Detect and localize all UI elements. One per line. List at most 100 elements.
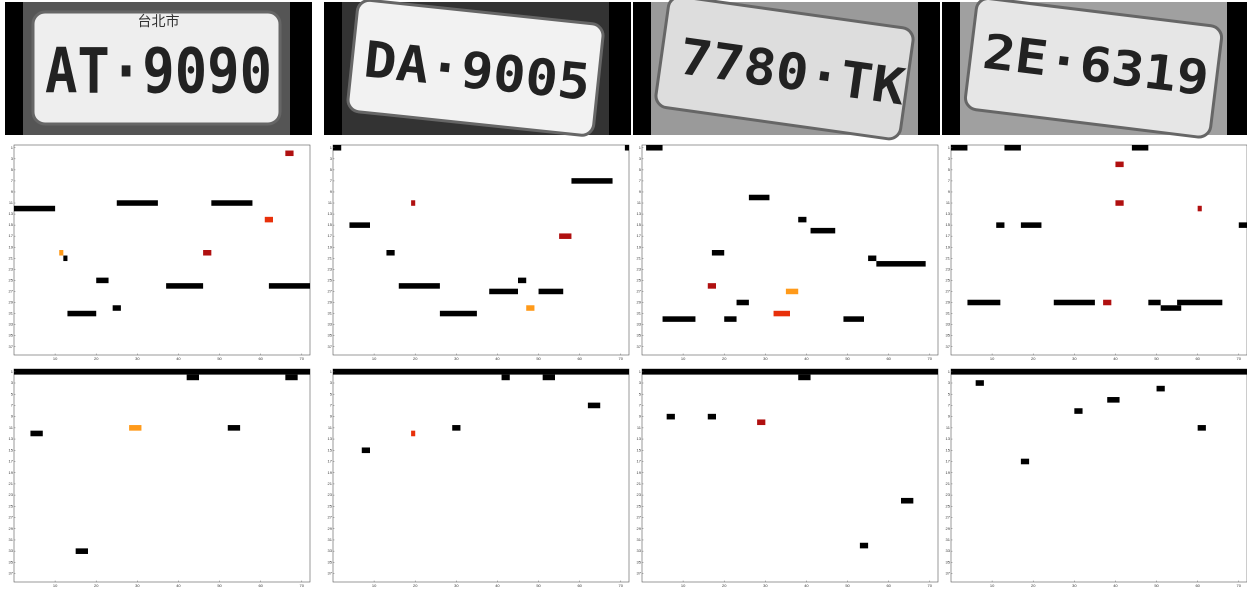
plate-image: DA·9005 — [324, 0, 631, 137]
y-tick-label: 21 — [946, 255, 951, 260]
heat-cell — [559, 233, 572, 239]
x-tick-label: 20 — [413, 356, 418, 361]
y-tick-label: 35 — [637, 333, 642, 338]
y-tick-label: 11 — [9, 425, 14, 430]
x-tick-label: 20 — [722, 356, 727, 361]
plate-body — [654, 0, 915, 141]
y-tick-label: 17 — [9, 459, 14, 464]
plate: 7780·TK — [654, 0, 915, 141]
x-tick-label: 60 — [1195, 356, 1200, 361]
heat-cell — [1004, 145, 1021, 151]
y-tick-label: 15 — [946, 447, 951, 452]
heat-cell — [810, 227, 836, 234]
plate-image: 台北市 AT·9090 — [5, 2, 312, 135]
x-tick-label: 50 — [536, 583, 541, 588]
y-tick-label: 23 — [328, 492, 333, 497]
y-tick-label: 11 — [328, 425, 333, 430]
y-tick-label: 15 — [9, 222, 14, 227]
plate-body — [346, 0, 605, 137]
heat-cell — [14, 205, 56, 212]
y-tick-label: 11 — [637, 425, 642, 430]
y-tick-label: 13 — [637, 436, 642, 441]
y-tick-label: 25 — [9, 277, 14, 282]
heat-cell — [14, 369, 310, 375]
heat-cell — [63, 255, 68, 262]
y-tick-label: 27 — [637, 515, 642, 520]
y-tick-label: 1 — [11, 145, 14, 150]
heat-cell — [798, 374, 811, 381]
y-tick-label: 15 — [328, 222, 333, 227]
y-tick-label: 5 — [11, 391, 14, 396]
y-tick-label: 9 — [639, 414, 642, 419]
y-tick-label: 19 — [946, 244, 951, 249]
x-tick-label: 10 — [990, 356, 995, 361]
heat-cell — [951, 369, 1247, 375]
y-tick-label: 1 — [948, 369, 951, 374]
x-tick-label: 50 — [217, 356, 222, 361]
y-tick-label: 33 — [9, 548, 14, 553]
y-tick-label: 9 — [948, 189, 951, 194]
y-tick-label: 7 — [330, 178, 333, 183]
heat-cell — [707, 413, 716, 420]
y-tick-label: 7 — [948, 178, 951, 183]
heat-cell — [501, 374, 510, 381]
y-tick-label: 13 — [9, 211, 14, 216]
y-tick-label: 9 — [330, 189, 333, 194]
y-tick-label: 21 — [637, 481, 642, 486]
heat-cell — [711, 250, 725, 256]
heat-cell — [707, 283, 716, 289]
y-tick-label: 13 — [946, 436, 951, 441]
heat-cell — [59, 250, 64, 256]
y-tick-label: 1 — [639, 145, 642, 150]
plot-area — [13, 144, 311, 356]
y-tick-label: 21 — [9, 255, 14, 260]
y-tick-label: 1 — [330, 369, 333, 374]
x-tick-label: 70 — [300, 583, 305, 588]
plot-area — [950, 368, 1247, 583]
heat-cell — [333, 145, 342, 151]
y-tick-label: 13 — [328, 211, 333, 216]
x-tick-label: 70 — [619, 583, 624, 588]
heat-cell — [773, 310, 790, 317]
heat-cell — [227, 425, 241, 431]
y-tick-label: 13 — [946, 211, 951, 216]
y-tick-label: 37 — [9, 571, 14, 576]
x-tick-label: 30 — [1072, 583, 1077, 588]
heat-cell — [1238, 222, 1247, 228]
x-tick-label: 30 — [763, 356, 768, 361]
x-tick-label: 60 — [886, 356, 891, 361]
y-tick-label: 35 — [9, 559, 14, 564]
plate-image: 2E·6319 — [942, 0, 1247, 139]
x-tick-label: 70 — [300, 356, 305, 361]
heat-cell — [1053, 299, 1095, 306]
heat-cell — [285, 374, 298, 381]
y-tick-label: 15 — [9, 447, 14, 452]
x-tick-label: 10 — [372, 583, 377, 588]
x-tick-label: 30 — [454, 583, 459, 588]
y-tick-label: 29 — [9, 526, 14, 531]
y-tick-label: 27 — [9, 289, 14, 294]
plate-header: 台北市 — [138, 13, 180, 29]
y-tick-label: 3 — [948, 156, 951, 161]
x-tick-label: 20 — [94, 583, 99, 588]
x-tick-label: 50 — [845, 583, 850, 588]
y-tick-label: 13 — [637, 211, 642, 216]
heat-cell — [724, 316, 737, 322]
heat-cell — [967, 299, 1001, 306]
y-tick-label: 31 — [9, 537, 14, 542]
y-tick-label: 37 — [637, 344, 642, 349]
y-tick-label: 23 — [637, 492, 642, 497]
y-tick-label: 3 — [330, 380, 333, 385]
heat-cell — [186, 374, 199, 381]
x-tick-label: 40 — [1113, 583, 1118, 588]
y-tick-label: 5 — [11, 167, 14, 172]
heat-cell — [571, 178, 613, 184]
y-tick-label: 11 — [328, 200, 333, 205]
y-tick-label: 35 — [9, 333, 14, 338]
y-tick-label: 29 — [328, 300, 333, 305]
y-tick-label: 27 — [946, 289, 951, 294]
